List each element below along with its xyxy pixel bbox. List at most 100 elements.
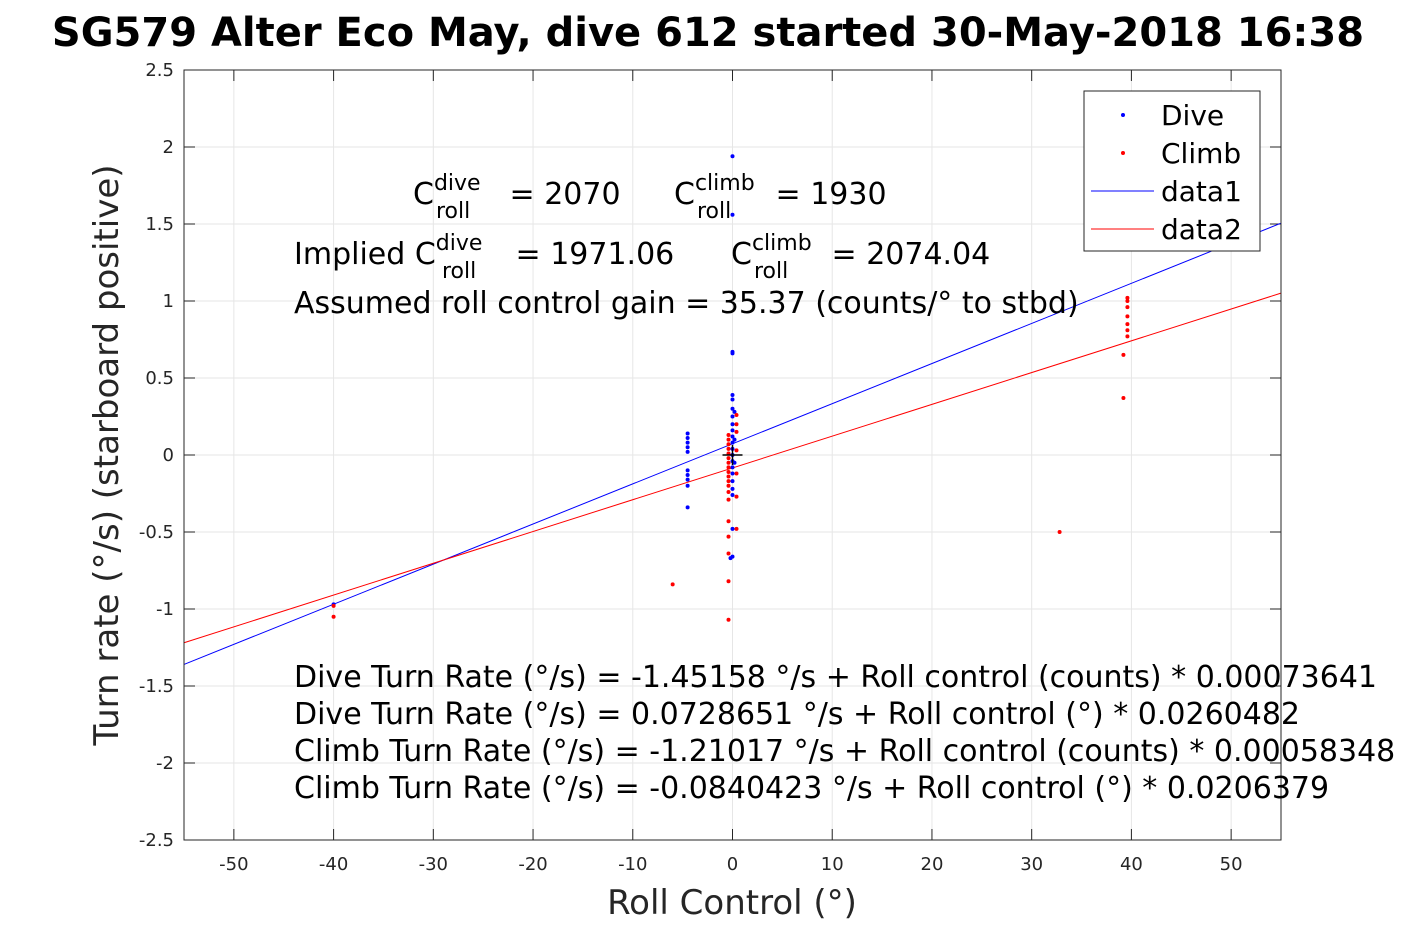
x-tick-label: 20 [921,854,944,875]
axes-box [183,69,1282,841]
x-tick-label: -40 [319,854,348,875]
y-tick-label: -0.5 [139,522,174,543]
y-tick-label: 0 [163,445,174,466]
x-tick-label: 50 [1220,854,1243,875]
x-tick-label: 0 [727,854,738,875]
dive-point [685,436,690,441]
dive-point [730,434,735,439]
data-markers [331,154,1130,622]
climb-point [1121,352,1126,357]
x-tick-label: 30 [1020,854,1043,875]
climb-point [1057,530,1062,534]
implied-climb-annotation: Cclimb roll = 2074.04 [731,231,990,284]
dive-point [685,468,690,473]
climb-point [726,483,731,488]
dive-point [730,212,735,217]
legend: Dive Climb data1 data2 [1083,90,1261,252]
legend-label-data1: data1 [1161,175,1242,208]
dive-point [730,422,735,427]
y-tick-label: -2.5 [139,830,174,851]
implied-dive-base: Implied C [294,237,436,272]
y-tick-label: -2 [156,753,174,774]
dive-point [730,154,735,159]
dive-point [730,486,735,491]
climb-point [734,526,739,531]
legend-label-climb: Climb [1161,137,1241,170]
x-tick-label: -50 [219,854,248,875]
dive-point [732,409,737,414]
chart-title: SG579 Alter Eco May, dive 612 started 30… [52,10,1364,56]
dive-point [730,479,735,484]
x-tick-label: -20 [518,854,547,875]
climb-degrees-equation: Climb Turn Rate (°/s) = -0.0840423 °/s +… [294,771,1329,806]
c-roll-climb-sub: roll [697,199,731,224]
dive-point [732,460,737,465]
dive-point [730,406,735,411]
c-roll-climb-value: = 1930 [766,177,887,212]
dive-point [730,414,735,419]
dive-point [732,437,737,442]
climb-point [726,465,731,470]
x-tick-label: 40 [1120,854,1143,875]
y-tick-label: 1 [163,291,174,312]
climb-point [726,446,731,451]
svg-text:Cclimb: Cclimb [674,171,755,212]
climb-point [1125,314,1130,319]
climb-point [726,534,731,539]
legend-marker-dive [1121,113,1125,117]
dive-point [685,477,690,482]
dive-point [685,473,690,478]
climb-point [1125,305,1130,310]
c-roll-dive-sub: roll [436,199,470,224]
legend-marker-climb [1121,151,1125,155]
y-tick-label: 2 [163,137,174,158]
climb-point [726,432,731,437]
climb-point [1125,299,1130,303]
svg-text:Cclimb: Cclimb [731,231,812,272]
climb-point [1125,322,1130,327]
implied-climb-base: C [731,237,752,272]
dive-point [730,465,735,470]
dive-point [730,392,735,397]
implied-climb-sub: roll [754,259,788,284]
x-tick-label: -10 [618,854,647,875]
dive-degrees-equation: Dive Turn Rate (°/s) = 0.0728651 °/s + R… [294,697,1300,732]
y-tick-label: -1.5 [139,676,174,697]
dive-point [730,397,735,402]
c-roll-climb-base: C [674,177,695,212]
dive-point [730,471,735,476]
climb-point [1125,295,1130,300]
climb-point [1125,328,1130,333]
implied-dive-sup: dive [436,231,483,256]
annotations: Cdive roll = 2070 Cclimb roll = 1930 Imp… [294,171,1395,806]
climb-point [726,479,731,484]
climb-point [734,429,739,434]
dive-point [730,493,735,498]
dive-point [685,440,690,445]
implied-dive-sub: roll [442,259,476,284]
climb-point [331,603,336,608]
climb-point [734,494,739,499]
dive-point [730,351,735,356]
climb-point [734,412,739,417]
c-roll-dive-base: C [413,177,434,212]
implied-climb-value: = 2074.04 [822,237,990,272]
climb-point [726,551,731,556]
c-roll-climb-annotation: Cclimb roll = 1930 [674,171,887,224]
dive-point [685,445,690,450]
climb-point [726,469,731,474]
climb-point [726,489,731,494]
climb-counts-equation: Climb Turn Rate (°/s) = -1.21017 °/s + R… [294,734,1395,769]
dive-counts-equation: Dive Turn Rate (°/s) = -1.45158 °/s + Ro… [294,660,1377,695]
c-roll-dive-sup: dive [434,171,481,196]
dive-point [685,483,690,488]
implied-dive-annotation: Implied Cdive roll = 1971.06 [294,231,674,284]
svg-text:Implied Cdive: Implied Cdive [294,231,482,272]
climb-point [734,422,739,427]
svg-text:Cdive: Cdive [413,171,481,212]
y-tick-labels: -2.5 -2 -1.5 -1 -0.5 0 0.5 1 1.5 2 2.5 [139,60,174,851]
dive-point [728,556,733,561]
climb-point [726,456,731,461]
dive-point [730,428,735,433]
